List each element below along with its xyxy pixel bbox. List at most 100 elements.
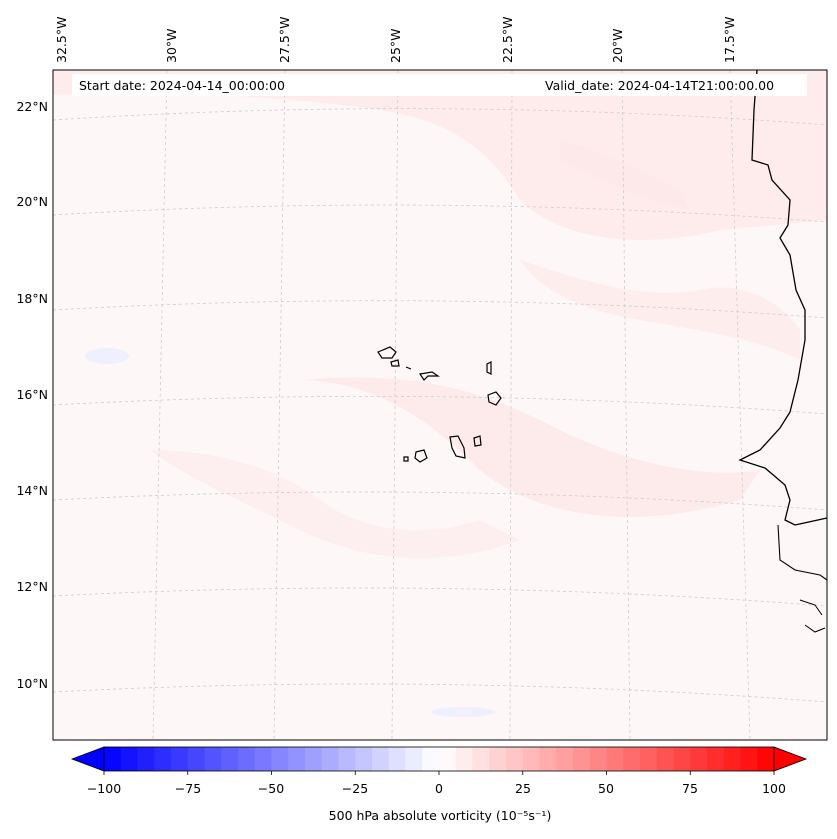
colorbar-step: [388, 747, 406, 771]
colorbar-ticks: [103, 771, 775, 775]
colorbar-step: [673, 747, 691, 771]
vorticity-patch: [85, 348, 129, 364]
vorticity-negative: [85, 348, 495, 717]
colorbar-tick-label: 100: [762, 781, 786, 796]
lat-label: 12°N: [16, 579, 48, 594]
colorbar-step: [522, 747, 540, 771]
map-border: [52, 69, 828, 741]
lon-label: 30°W: [164, 28, 179, 63]
colorbar-step: [187, 747, 205, 771]
lon-label: 20°W: [610, 28, 625, 63]
colorbar-tick-label: 25: [515, 781, 531, 796]
colorbar-step: [120, 747, 138, 771]
island-sal: [486, 361, 492, 375]
island-fogo: [414, 449, 428, 463]
island-santa-luzia: [405, 366, 412, 370]
island-santiago: [449, 435, 466, 459]
lon-label: 17.5°W: [722, 16, 737, 63]
colorbar-step: [422, 747, 440, 771]
vorticity-patch: [560, 140, 690, 210]
colorbar-step: [338, 747, 356, 771]
colorbar-step: [640, 747, 658, 771]
colorbar-step: [556, 747, 574, 771]
colorbar-step: [305, 747, 323, 771]
meridian-line: [273, 69, 286, 741]
start-date-label: Start date: 2024-04-14_00:00:00: [79, 78, 285, 93]
colorbar-step: [455, 747, 473, 771]
parallel-line: [52, 204, 828, 223]
colorbar-step: [740, 747, 758, 771]
island-sao-nicolau: [418, 371, 440, 381]
colorbar-step: [238, 747, 256, 771]
lat-label: 10°N: [16, 676, 48, 691]
colorbar-extend-min: [70, 746, 105, 772]
vorticity-patch: [520, 260, 800, 360]
colorbar-tick-label: 0: [435, 781, 443, 796]
colorbar-tick-label: −50: [257, 781, 285, 796]
island-boa-vista: [487, 391, 502, 406]
meridian-line: [729, 69, 751, 741]
colorbar-step: [171, 747, 189, 771]
cape-verde-islands: [377, 346, 502, 463]
lon-label: 32.5°W: [54, 16, 69, 63]
vorticity-field: [53, 70, 827, 559]
parallel-line: [52, 395, 828, 415]
colorbar-step: [707, 747, 725, 771]
parallel-line: [52, 491, 828, 511]
title-box: [72, 74, 807, 96]
graticule: [52, 69, 828, 741]
island-maio: [473, 435, 482, 447]
colorbar-tick-label: −25: [341, 781, 369, 796]
colorbar-step: [606, 747, 624, 771]
colorbar-step: [355, 747, 373, 771]
colorbar-step: [372, 747, 390, 771]
colorbar-tick-label: −100: [86, 781, 122, 796]
colorbar-step: [439, 747, 457, 771]
colorbar-label: 500 hPa absolute vorticity (10⁻⁵s⁻¹): [328, 808, 552, 823]
colorbar-step: [539, 747, 557, 771]
colorbar-extend-max: [773, 746, 808, 772]
lat-label: 14°N: [16, 483, 48, 498]
lat-label: 20°N: [16, 194, 48, 209]
colorbar-step: [321, 747, 339, 771]
parallel-line: [52, 108, 828, 126]
parallel-line: [52, 300, 828, 319]
guinea-bissau-coast: [777, 524, 828, 581]
colorbar-step: [104, 747, 122, 771]
colorbar-step: [690, 747, 708, 771]
vorticity-patch: [300, 377, 760, 517]
meridian-line: [152, 69, 168, 741]
colorbar-step: [757, 747, 775, 771]
colorbar-step: [589, 747, 607, 771]
colorbar-step: [137, 747, 155, 771]
lat-label: 16°N: [16, 387, 48, 402]
colorbar-tick-label: −75: [174, 781, 202, 796]
lon-label: 27.5°W: [277, 16, 292, 63]
colorbar-step: [271, 747, 289, 771]
lon-label: 22.5°W: [500, 16, 515, 63]
valid-date-label: Valid_date: 2024-04-14T21:00:00.00: [545, 78, 775, 93]
vorticity-patch: [53, 70, 827, 240]
island-brava: [403, 456, 409, 462]
colorbar-step: [154, 747, 172, 771]
colorbar-step: [405, 747, 423, 771]
colorbar-step: [204, 747, 222, 771]
colorbar-steps: [104, 747, 775, 771]
parallel-line: [52, 683, 828, 703]
coastal-islands: [799, 599, 826, 633]
colorbar-step: [723, 747, 741, 771]
vorticity-patch: [150, 450, 520, 559]
colorbar-step: [472, 747, 490, 771]
island-sao-vicente: [390, 359, 400, 367]
colorbar: [70, 746, 808, 775]
lat-label: 18°N: [16, 291, 48, 306]
meridian-line: [391, 69, 399, 741]
meridian-line: [621, 69, 631, 741]
colorbar-step: [573, 747, 591, 771]
meridian-line: [509, 69, 513, 741]
colorbar-step: [623, 747, 641, 771]
colorbar-step: [221, 747, 239, 771]
colorbar-tick-label: 50: [598, 781, 614, 796]
